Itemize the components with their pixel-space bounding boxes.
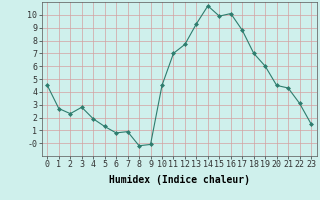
X-axis label: Humidex (Indice chaleur): Humidex (Indice chaleur): [109, 175, 250, 185]
